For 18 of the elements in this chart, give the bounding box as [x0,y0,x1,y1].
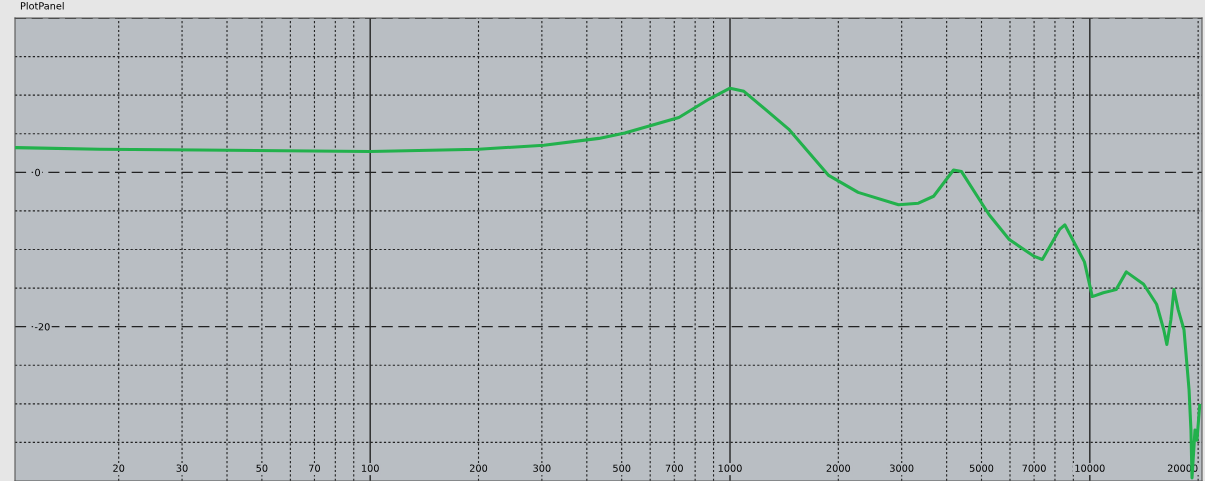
x-tick-label: 1000 [718,464,742,472]
chart-title: PlotPanel [20,2,64,10]
x-tick-label: 30 [176,464,188,472]
y-tick-label: 0 [35,168,40,177]
x-tick-label: 50 [256,464,268,472]
y-tick-label: -20 [34,323,50,331]
x-tick-label: 300 [533,464,551,472]
x-tick-label: 200 [469,464,488,472]
x-tick-label: 7000 [1022,464,1046,472]
x-tick-label: 500 [613,464,631,472]
x-tick-label: 3000 [890,464,914,472]
x-tick-label: 70 [309,464,320,472]
x-tick-label: 2000 [826,464,851,472]
x-tick-label: 5000 [969,464,994,472]
x-tick-label: 10000 [1075,464,1105,472]
x-tick-label: 20 [113,464,125,472]
x-tick-label: 700 [665,464,683,472]
x-tick-label: 100 [361,464,379,472]
